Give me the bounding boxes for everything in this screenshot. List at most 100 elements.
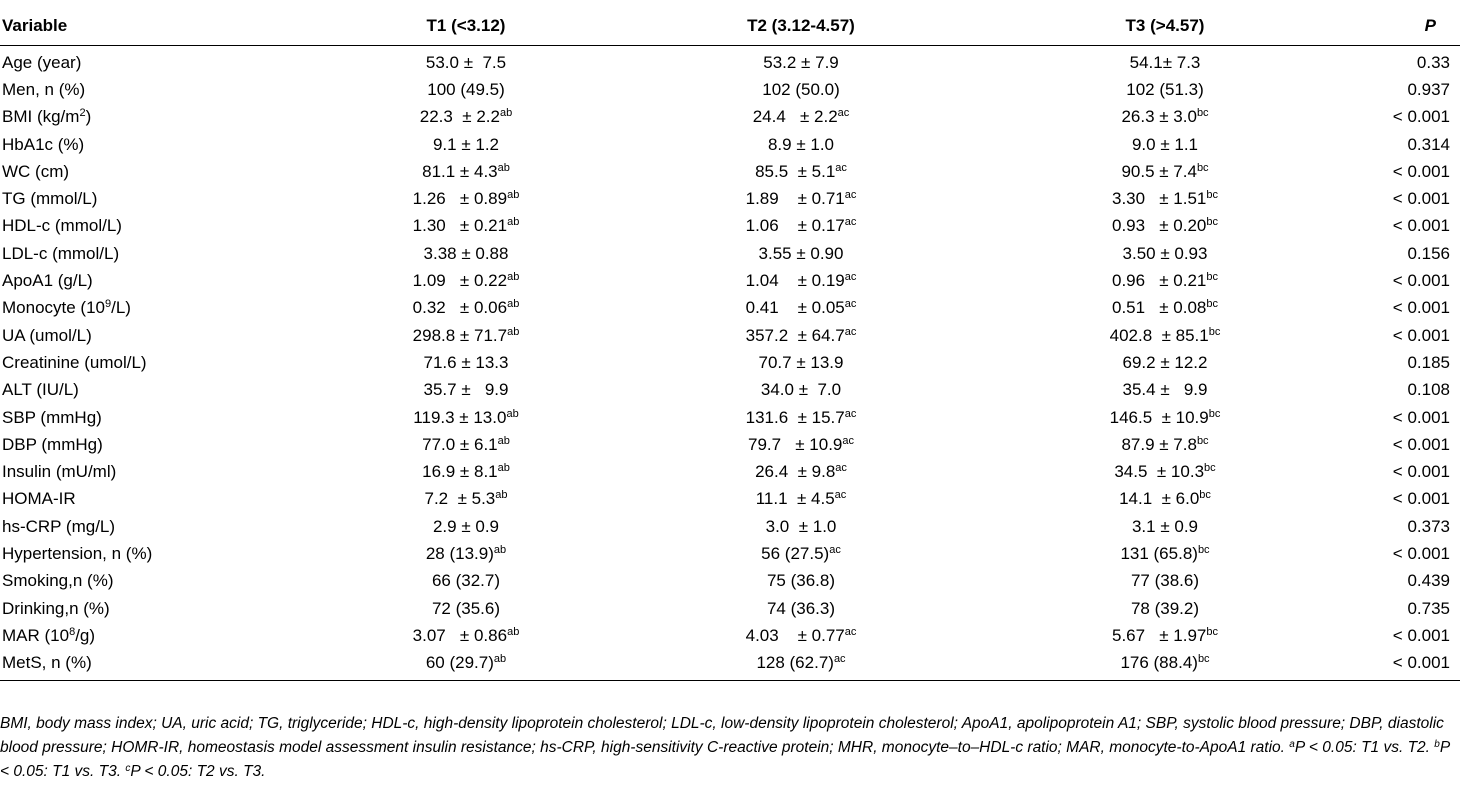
- cell-t3: 0.93 ± 0.20bc: [986, 213, 1344, 240]
- t2-significance-marker: ac: [844, 625, 857, 638]
- table-row: ALT (IU/L) 35.7 ± 9.9 34.0 ± 7.0 35.4 ± 9.9…: [0, 377, 1460, 404]
- t1-value: 77.0 ± 6.1: [422, 434, 498, 454]
- t1-significance-marker: ab: [499, 107, 513, 120]
- t1-value: 1.26 ± 0.89: [412, 189, 508, 209]
- t2-significance-marker: ac: [844, 216, 857, 229]
- cell-t2: 24.4 ± 2.2ac: [616, 104, 986, 131]
- t2-value: 74 (36.3): [766, 598, 836, 618]
- t1-value: 60 (29.7): [425, 653, 494, 673]
- t2-value: 53.2 ± 7.9: [763, 52, 839, 72]
- variable-label: HDL-c (mmol/L): [2, 216, 122, 236]
- t1-significance-marker: ab: [497, 462, 510, 475]
- t2-value: 11.1 ± 4.5: [755, 489, 835, 509]
- cell-t1: 0.32 ± 0.06ab: [316, 295, 616, 322]
- t1-value: 53.0 ± 7.5: [425, 52, 507, 72]
- variable-label-suffix: /g): [75, 625, 96, 645]
- table-row: TG (mmol/L) 1.26 ± 0.89ab 1.89 ± 0.71ac 3.3…: [0, 185, 1460, 212]
- t3-significance-marker: bc: [1197, 653, 1210, 666]
- t1-value: 3.07 ± 0.86: [412, 625, 508, 645]
- cell-t2: 70.7 ± 13.9: [616, 349, 986, 376]
- cell-p-value: 0.937: [1407, 79, 1450, 99]
- t3-significance-marker: bc: [1206, 189, 1219, 202]
- cell-t2: 1.89 ± 0.71ac: [616, 185, 986, 212]
- t3-value: 0.93 ± 0.20: [1111, 216, 1207, 236]
- table-row: HOMA-IR 7.2 ± 5.3ab 11.1 ± 4.5ac 14.1 ± 6.0…: [0, 486, 1460, 513]
- variable-label: Men, n (%): [2, 79, 86, 99]
- t3-significance-marker: bc: [1206, 625, 1219, 638]
- cell-t2: 357.2 ± 64.7ac: [616, 322, 986, 349]
- cell-t3: 35.4 ± 9.9: [986, 377, 1344, 404]
- header-t1: T1 (<3.12): [316, 7, 616, 46]
- t1-significance-marker: ab: [507, 625, 520, 638]
- cell-variable: Creatinine (umol/L): [0, 349, 316, 376]
- cell-p-value: < 0.001: [1392, 298, 1450, 318]
- t3-value: 3.50 ± 0.93: [1122, 243, 1208, 263]
- t2-significance-marker: ac: [833, 653, 846, 666]
- t1-value: 3.38 ± 0.88: [423, 243, 509, 263]
- header-t2: T2 (3.12-4.57): [616, 7, 986, 46]
- cell-p-value: < 0.001: [1392, 161, 1450, 181]
- t2-significance-marker: ac: [842, 434, 855, 447]
- cell-variable: Smoking,n (%): [0, 568, 316, 595]
- cell-t3: 34.5 ± 10.3bc: [986, 458, 1344, 485]
- variable-label: DBP (mmHg): [2, 434, 103, 454]
- cell-t2: 102 (50.0): [616, 76, 986, 103]
- t3-significance-marker: bc: [1208, 325, 1221, 338]
- variable-label: Age (year): [2, 52, 82, 72]
- t3-value: 402.8 ± 85.1: [1109, 325, 1209, 345]
- table-row: hs-CRP (mg/L) 2.9 ± 0.9 3.0 ± 1.0 3.1 ± 0.9…: [0, 513, 1460, 540]
- variable-label-suffix: ): [85, 107, 92, 127]
- t3-value: 0.51 ± 0.08: [1111, 298, 1207, 318]
- cell-p-value: < 0.001: [1392, 489, 1450, 509]
- cell-p-value: < 0.001: [1392, 462, 1450, 482]
- cell-variable: ALT (IU/L): [0, 377, 316, 404]
- t2-value: 357.2 ± 64.7: [745, 325, 845, 345]
- t2-value: 85.5 ± 5.1: [755, 161, 836, 181]
- cell-t2: 128 (62.7)ac: [616, 649, 986, 681]
- cell-variable: LDL-c (mmol/L): [0, 240, 316, 267]
- cell-variable: SBP (mmHg): [0, 404, 316, 431]
- t2-value: 3.55 ± 0.90: [758, 243, 844, 263]
- variable-unit-exponent: 8: [69, 625, 76, 638]
- t1-significance-marker: ab: [506, 407, 519, 420]
- footnote-note-c: P < 0.05: T2 vs. T3.: [130, 763, 266, 780]
- t1-significance-marker: ab: [497, 161, 510, 174]
- cell-variable: MetS, n (%): [0, 649, 316, 681]
- variable-label: Drinking,n (%): [2, 598, 110, 618]
- table-row: HDL-c (mmol/L) 1.30 ± 0.21ab 1.06 ± 0.17ac…: [0, 213, 1460, 240]
- t2-value: 131.6 ± 15.7: [745, 407, 845, 427]
- t3-value: 3.30 ± 1.51: [1111, 189, 1207, 209]
- cell-p-value: 0.314: [1407, 134, 1450, 154]
- cell-p-value: 0.439: [1407, 571, 1450, 591]
- cell-t1: 100 (49.5): [316, 76, 616, 103]
- cell-p-value: 0.108: [1407, 380, 1450, 400]
- cell-variable: MAR (108/g): [0, 622, 316, 649]
- cell-t1: 3.07 ± 0.86ab: [316, 622, 616, 649]
- cell-t2: 26.4 ± 9.8ac: [616, 458, 986, 485]
- t3-significance-marker: bc: [1196, 161, 1209, 174]
- t3-value: 35.4 ± 9.9: [1122, 380, 1208, 400]
- t3-significance-marker: bc: [1206, 216, 1219, 229]
- cell-variable: DBP (mmHg): [0, 431, 316, 458]
- variable-label-suffix: /L): [111, 298, 131, 318]
- cell-t1: 298.8 ± 71.7ab: [316, 322, 616, 349]
- t1-value: 7.2 ± 5.3: [424, 489, 496, 509]
- header-variable: Variable: [0, 7, 316, 46]
- t3-significance-marker: bc: [1206, 271, 1219, 284]
- cell-t2: 34.0 ± 7.0: [616, 377, 986, 404]
- t1-value: 72 (35.6): [431, 598, 501, 618]
- table-row: LDL-c (mmol/L) 3.38 ± 0.88 3.55 ± 0.90 3.50…: [0, 240, 1460, 267]
- t1-value: 28 (13.9): [425, 543, 494, 563]
- t3-value: 14.1 ± 6.0: [1119, 489, 1200, 509]
- table-row: DBP (mmHg) 77.0 ± 6.1ab 79.7 ± 10.9ac 87.9 …: [0, 431, 1460, 458]
- variable-label: ApoA1 (g/L): [2, 271, 93, 291]
- variable-label: Insulin (mU/ml): [2, 462, 117, 482]
- t2-significance-marker: ac: [844, 325, 857, 338]
- t2-value: 75 (36.8): [766, 571, 836, 591]
- cell-p-value: 0.735: [1407, 598, 1450, 618]
- t3-value: 26.3 ± 3.0: [1121, 107, 1197, 127]
- t1-value: 1.09 ± 0.22: [412, 271, 508, 291]
- footnote-sup-a: a: [1289, 739, 1295, 750]
- cell-p-value: < 0.001: [1392, 107, 1450, 127]
